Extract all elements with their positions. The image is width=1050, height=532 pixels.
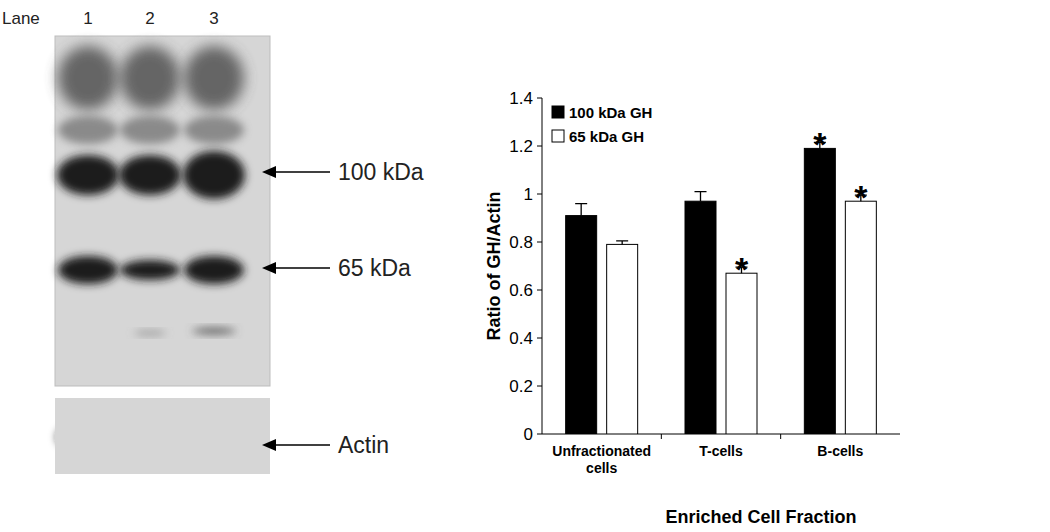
bars <box>566 142 877 434</box>
smear <box>58 116 118 144</box>
bar <box>607 244 638 434</box>
y-tick <box>537 242 542 243</box>
label-line: Unfractionated <box>552 443 651 459</box>
arrow-line <box>268 444 330 446</box>
y-tick <box>537 338 542 339</box>
x-tick-label: T-cells <box>699 443 743 459</box>
label-line: B-cells <box>817 443 863 459</box>
band-100 <box>183 151 245 199</box>
smear <box>120 116 180 144</box>
significance: * <box>735 250 749 288</box>
smear <box>184 46 244 110</box>
lane-number: 1 <box>83 9 92 28</box>
band-100 <box>119 155 181 195</box>
label-line: cells <box>586 460 617 476</box>
smear <box>184 116 244 144</box>
y-tick-label: 1.4 <box>509 89 533 108</box>
bands <box>57 46 245 451</box>
y-tick <box>537 386 542 387</box>
significance: * <box>854 178 868 216</box>
x-axis-title: Enriched Cell Fraction <box>665 507 856 527</box>
y-axis-title: Ratio of GH/Actin <box>484 192 504 341</box>
legend-swatch <box>552 106 564 118</box>
bar-chart: 0 0.2 0.4 0.6 0.8 1 1.2 1.4 Unfractionatedcells T… <box>484 89 900 527</box>
blot: Lane 1 2 3 100 kDa 65 kDa Actin <box>2 9 424 474</box>
y-tick <box>537 194 542 195</box>
legend: 100 kDa GH 65 kDa GH <box>552 104 652 145</box>
arrow-line <box>268 171 330 173</box>
x-tick-label: Unfractionatedcells <box>552 443 651 476</box>
marker-label: 100 kDa <box>338 159 424 185</box>
lane-number: 3 <box>209 9 218 28</box>
y-tick <box>537 434 542 435</box>
y-tick-label: 1.2 <box>509 137 533 156</box>
error-bar <box>575 204 587 216</box>
blot-edge <box>55 36 270 386</box>
arrow-head <box>262 166 276 178</box>
bar <box>845 201 876 434</box>
band-65 <box>120 260 180 280</box>
y-tick-label: 0.6 <box>509 281 533 300</box>
faint-band <box>134 331 166 335</box>
y-tick <box>537 146 542 147</box>
y-axis <box>542 98 543 434</box>
bar <box>726 273 757 434</box>
y-tick <box>537 98 542 99</box>
bar <box>566 216 597 434</box>
figure: Lane 1 2 3 100 kDa 65 kDa Actin 0 0.2 0.4 0.6 0.8 1 1… <box>0 0 1050 532</box>
x-tick-label: B-cells <box>817 443 863 459</box>
arrow-head <box>262 262 276 274</box>
band-65 <box>184 256 244 284</box>
y-tick-label: 0.2 <box>509 377 533 396</box>
y-tick-label: 0.8 <box>509 233 533 252</box>
blot-membrane <box>55 36 270 386</box>
arrow-line <box>268 267 330 269</box>
arrow-head <box>262 439 276 451</box>
label-line: T-cells <box>699 443 743 459</box>
actin-membrane <box>55 398 270 474</box>
error-bar <box>695 192 707 202</box>
lane-number: 2 <box>145 9 154 28</box>
marker-label: Actin <box>338 432 389 458</box>
bar <box>685 201 716 434</box>
labels: Unfractionatedcells T-cells * B-cells * * <box>552 125 868 476</box>
legend-label: 65 kDa GH <box>569 128 644 145</box>
legend-label: 100 kDa GH <box>569 104 652 121</box>
y-tick-label: 1 <box>524 185 533 204</box>
error-bar <box>616 241 628 245</box>
legend-swatch <box>552 130 564 142</box>
x-tick <box>661 434 662 439</box>
lane-title: Lane <box>2 9 40 28</box>
y-tick-label: 0 <box>524 425 533 444</box>
faint-band <box>192 328 236 334</box>
y-tick <box>537 290 542 291</box>
significance: * <box>813 125 827 163</box>
smear <box>120 46 180 110</box>
band-65 <box>58 256 118 284</box>
y-tick-label: 0.4 <box>509 329 533 348</box>
band-100 <box>57 155 119 195</box>
marker-label: 65 kDa <box>338 255 411 281</box>
x-tick <box>780 434 781 439</box>
smear <box>58 46 118 110</box>
bar <box>804 148 835 434</box>
